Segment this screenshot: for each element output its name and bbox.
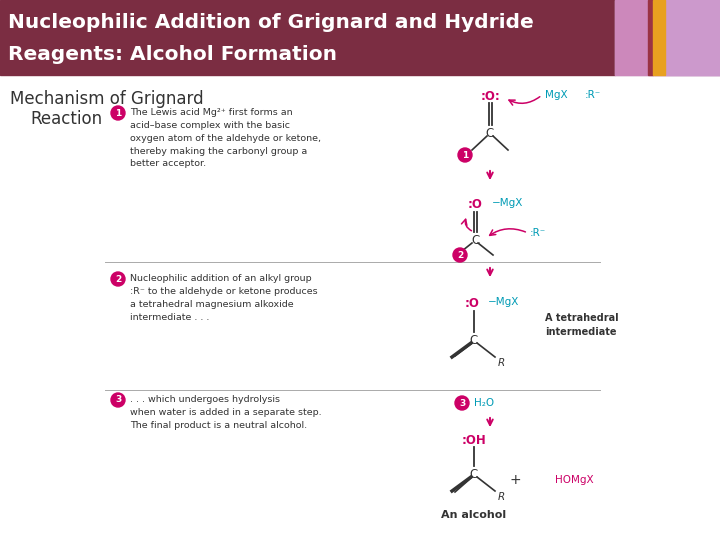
Bar <box>615 0 720 75</box>
Text: C: C <box>471 234 479 247</box>
Text: C: C <box>470 468 478 481</box>
Text: :O: :O <box>464 297 480 310</box>
Text: Reaction: Reaction <box>30 110 102 128</box>
Text: Nucleophilic Addition of Grignard and Hydride: Nucleophilic Addition of Grignard and Hy… <box>8 12 534 31</box>
Text: +: + <box>509 473 521 487</box>
Text: An alcohol: An alcohol <box>441 510 507 520</box>
Circle shape <box>455 396 469 410</box>
Circle shape <box>111 106 125 120</box>
Text: C: C <box>486 127 494 140</box>
Text: :O:: :O: <box>480 90 500 103</box>
Circle shape <box>111 393 125 407</box>
Circle shape <box>453 248 467 262</box>
Text: :R⁻: :R⁻ <box>585 90 601 100</box>
Text: 1: 1 <box>115 109 121 118</box>
Text: Mechanism of Grignard: Mechanism of Grignard <box>10 90 204 108</box>
Text: 2: 2 <box>115 274 121 284</box>
Bar <box>653 0 665 75</box>
Text: C: C <box>470 334 478 347</box>
Bar <box>0 0 615 75</box>
Text: A tetrahedral
intermediate: A tetrahedral intermediate <box>545 313 618 336</box>
Bar <box>615 0 655 75</box>
Text: −MgX: −MgX <box>488 297 519 307</box>
Bar <box>665 0 720 75</box>
Bar <box>655 0 720 75</box>
Circle shape <box>111 272 125 286</box>
Text: R: R <box>498 492 505 502</box>
Text: MgX: MgX <box>545 90 567 100</box>
Text: 2: 2 <box>457 251 463 260</box>
Text: Reagents: Alcohol Formation: Reagents: Alcohol Formation <box>8 44 337 64</box>
Text: :R⁻: :R⁻ <box>530 228 546 238</box>
Text: HOMgX: HOMgX <box>555 475 593 485</box>
Text: 3: 3 <box>459 399 465 408</box>
Text: :O: :O <box>467 198 482 211</box>
Circle shape <box>458 148 472 162</box>
Text: R: R <box>498 358 505 368</box>
Text: . . . which undergoes hydrolysis
when water is added in a separate step.
The fin: . . . which undergoes hydrolysis when wa… <box>130 395 322 430</box>
Text: 1: 1 <box>462 151 468 159</box>
Text: :OH: :OH <box>462 434 487 447</box>
Bar <box>648 0 653 75</box>
Text: −MgX: −MgX <box>492 198 523 208</box>
Text: The Lewis acid Mg²⁺ first forms an
acid–base complex with the basic
oxygen atom : The Lewis acid Mg²⁺ first forms an acid–… <box>130 108 321 168</box>
Text: 3: 3 <box>115 395 121 404</box>
Text: Nucleophilic addition of an alkyl group
:R⁻ to the aldehyde or ketone produces
a: Nucleophilic addition of an alkyl group … <box>130 274 318 321</box>
Text: H₂O: H₂O <box>474 398 494 408</box>
